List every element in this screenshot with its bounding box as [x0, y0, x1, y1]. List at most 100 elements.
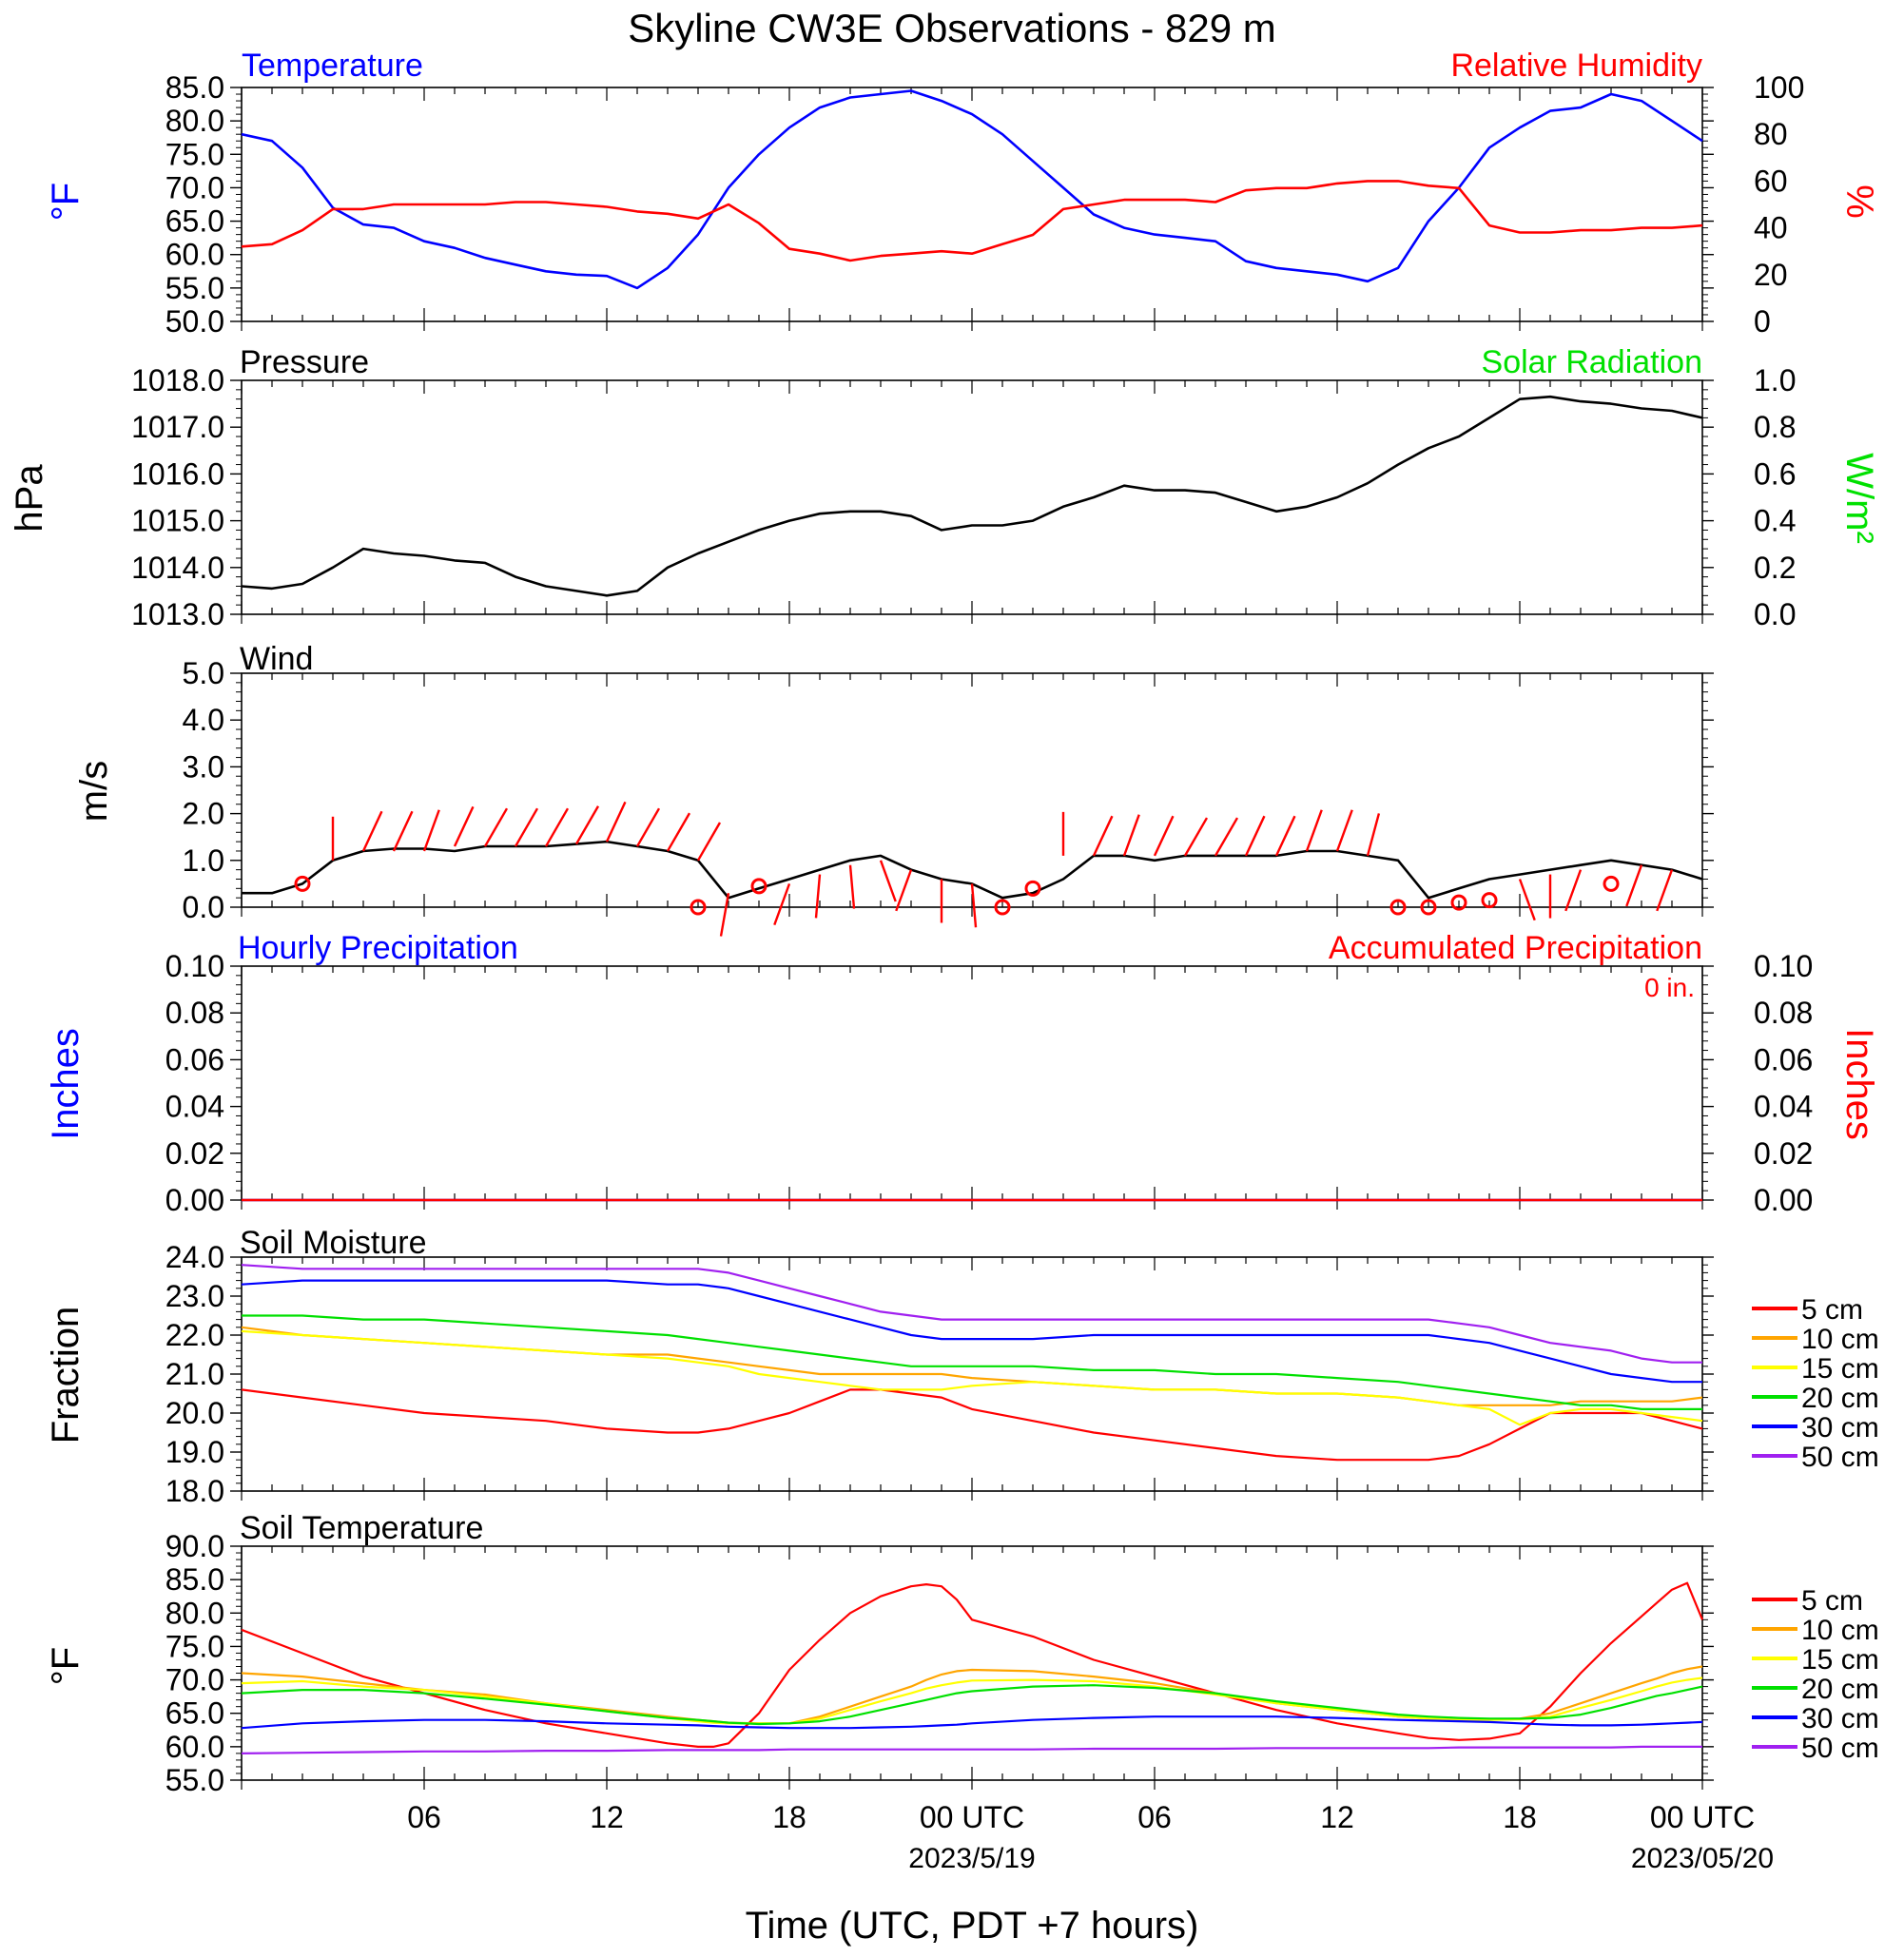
y-tick-label: 21.0 [165, 1357, 224, 1391]
calm-wind-marker [750, 878, 767, 895]
y-tick-label-right: 0.2 [1754, 551, 1796, 585]
y-tick-label-right: 0.8 [1754, 410, 1796, 444]
y-tick-label: 1015.0 [131, 504, 224, 538]
wind-barb [392, 810, 414, 852]
wind-barb [895, 869, 913, 912]
y-tick-label: 3.0 [183, 749, 224, 784]
wind-barb [1122, 814, 1140, 857]
hourly-precip-axis-label: Inches [45, 1028, 87, 1140]
y-tick-label-right: 0.0 [1754, 597, 1796, 631]
pressure-frame [241, 379, 1703, 615]
accumulated-precip-axis-label: Inches [1838, 1028, 1880, 1140]
y-tick-label: 80.0 [165, 104, 224, 138]
y-tick-label: 70.0 [165, 1663, 224, 1697]
y-tick-label: 85.0 [165, 70, 224, 105]
x-tick-label: 12 [590, 1800, 624, 1834]
series-line-50-cm [241, 1264, 1702, 1364]
solar-axis-label: W/m² [1838, 453, 1880, 544]
wind-barb [544, 807, 570, 847]
x-tick-label: 06 [1137, 1800, 1172, 1834]
wind-barb [453, 805, 475, 847]
wind-frame [241, 672, 1703, 908]
series-line-15-cm [241, 1329, 1703, 1426]
precip-axes: 0.10 0.08 0.06 0.04 0.02 0.00 0.10 0.08 0.06 0.04… [165, 949, 1814, 1217]
y-tick-label: 5.0 [183, 656, 224, 690]
pressure-axes: 1018.0 1017.0 1016.0 1015.0 1014.0 1013.0 1.0 0… [131, 363, 1796, 631]
y-tick-label: 60.0 [165, 1730, 224, 1764]
series-line-15-cm [241, 1676, 1703, 1725]
legend-label: 15 cm [1801, 1644, 1879, 1676]
legend-label: 10 cm [1801, 1324, 1879, 1355]
y-tick-label: 1013.0 [131, 597, 224, 631]
y-tick-label-right: 0.10 [1754, 949, 1813, 983]
y-tick-label: 4.0 [183, 703, 224, 737]
wind-barb [773, 882, 791, 926]
x-tick-label: 06 [407, 1800, 441, 1834]
wind-barb [696, 822, 722, 862]
wind-barb [635, 807, 661, 847]
wind-barb [605, 801, 627, 843]
x-tick-label: 00 UTC [920, 1800, 1024, 1834]
calm-wind-marker [1450, 894, 1467, 911]
wind-barb [514, 807, 539, 847]
wind-axis-label: m/s [73, 761, 115, 822]
y-tick-label: 23.0 [165, 1279, 224, 1313]
wind-barb [848, 864, 856, 909]
legend-label: 50 cm [1801, 1733, 1879, 1764]
wind-barb [1366, 813, 1381, 857]
y-tick-label: 0.00 [165, 1183, 224, 1217]
y-tick-label: 90.0 [165, 1529, 224, 1563]
y-tick-label: 0.10 [165, 949, 224, 983]
y-tick-label-right: 80 [1754, 117, 1788, 151]
legend-label: 15 cm [1801, 1353, 1879, 1385]
wind-barb [1335, 809, 1353, 852]
x-axis-title: Time (UTC, PDT +7 hours) [746, 1905, 1199, 1947]
series-line-pressure [241, 395, 1703, 597]
calm-wind-marker [994, 899, 1011, 916]
wind-barb [719, 893, 730, 937]
y-tick-label: 0.04 [165, 1090, 224, 1124]
soil-temp-axes: 90.085.080.075.070.065.060.055.0 [165, 1529, 1714, 1797]
wind-barb [483, 807, 509, 847]
calm-wind-marker [690, 899, 707, 916]
x-tick-date-label: 2023/05/20 [1631, 1843, 1774, 1874]
legend-label: 10 cm [1801, 1615, 1879, 1646]
series-line-50-cm [241, 1745, 1702, 1754]
y-tick-label-right: 0.02 [1754, 1136, 1813, 1171]
y-tick-label: 0.06 [165, 1042, 224, 1076]
soil-temp-frame [241, 1545, 1703, 1781]
y-tick-label-right: 0.04 [1754, 1090, 1813, 1124]
y-tick-label: 2.0 [183, 797, 224, 831]
y-tick-label-right: 0.06 [1754, 1042, 1813, 1076]
y-tick-label: 24.0 [165, 1240, 224, 1274]
wind-panel-title: Wind [240, 641, 313, 677]
legend-label: 20 cm [1801, 1383, 1879, 1414]
humidity-axis-label: % [1838, 184, 1880, 219]
wind-barb [1518, 879, 1536, 921]
y-tick-label: 60.0 [165, 238, 224, 272]
calm-wind-marker [1389, 899, 1407, 916]
calm-wind-marker [1603, 875, 1620, 892]
figure-title: Skyline CW3E Observations - 829 m [628, 6, 1276, 50]
wind-panel: Wind m/s [73, 641, 313, 822]
soil-moisture-panel-title: Soil Moisture [240, 1225, 427, 1261]
legend-label: 50 cm [1801, 1442, 1879, 1473]
legend-label: 5 cm [1801, 1585, 1863, 1617]
y-tick-label: 80.0 [165, 1596, 224, 1630]
wind-barb [1305, 809, 1323, 852]
accumulated-precip-title: Accumulated Precipitation [1329, 930, 1702, 966]
wind-barb [422, 809, 440, 852]
soil-moisture-frame [241, 1256, 1703, 1492]
x-tick-label: 18 [772, 1800, 806, 1834]
wind-barb [970, 883, 978, 928]
wind-barb [1564, 869, 1583, 912]
accumulated-precip-value: 0 in. [1644, 973, 1695, 1002]
pressure-axis-label: hPa [9, 464, 50, 533]
soil-moisture-axis-label: Fraction [45, 1307, 87, 1444]
y-tick-label: 0.08 [165, 996, 224, 1030]
soil-temperature-panel-title: Soil Temperature [240, 1510, 483, 1546]
y-tick-label-right: 0.08 [1754, 996, 1813, 1030]
y-tick-label: 55.0 [165, 271, 224, 305]
legend-label: 30 cm [1801, 1703, 1879, 1734]
series-line-relative-humidity [241, 180, 1703, 262]
